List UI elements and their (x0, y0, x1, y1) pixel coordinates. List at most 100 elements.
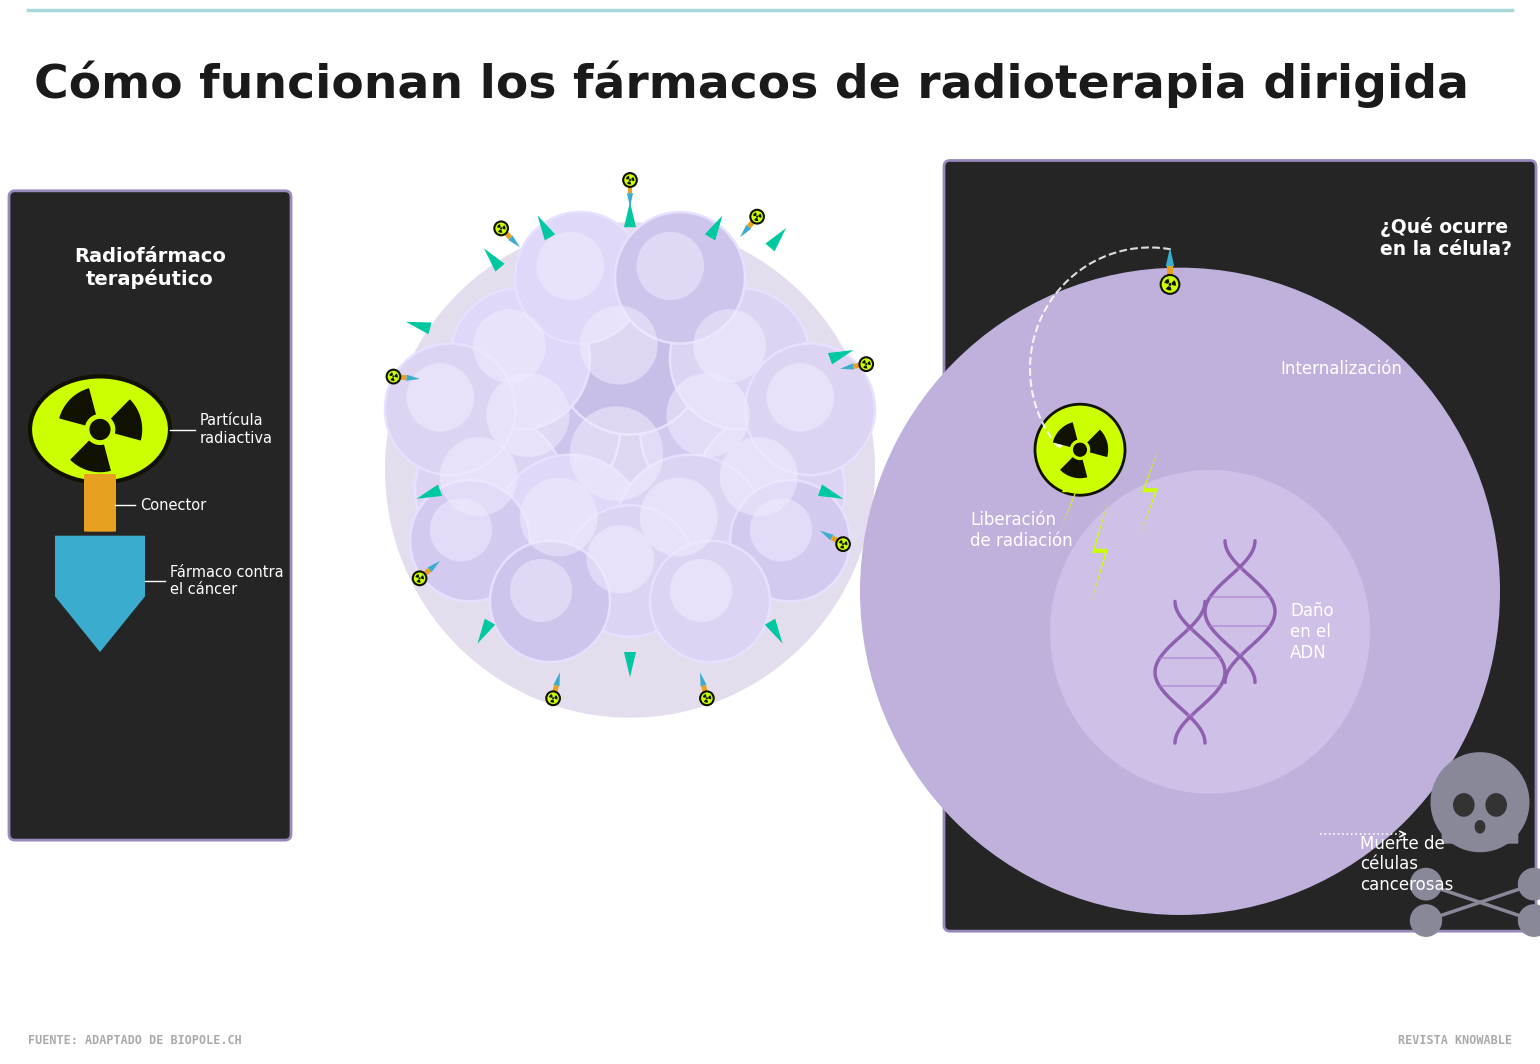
Polygon shape (862, 360, 865, 364)
Text: Se une selectivamente a las
células cancerosas: Se une selectivamente a las células canc… (513, 916, 747, 954)
Polygon shape (407, 321, 431, 334)
Circle shape (1161, 275, 1180, 294)
Polygon shape (416, 484, 442, 499)
Circle shape (636, 232, 704, 300)
Polygon shape (484, 248, 505, 271)
Circle shape (521, 478, 598, 556)
Polygon shape (551, 672, 561, 687)
Polygon shape (625, 194, 634, 207)
FancyBboxPatch shape (1441, 811, 1518, 844)
Circle shape (750, 498, 812, 562)
Circle shape (541, 379, 721, 561)
Circle shape (570, 406, 664, 501)
Circle shape (419, 578, 420, 580)
Circle shape (1073, 443, 1087, 456)
Circle shape (89, 419, 111, 440)
Polygon shape (407, 372, 420, 383)
Circle shape (730, 480, 850, 601)
Circle shape (554, 283, 705, 434)
Polygon shape (111, 399, 142, 440)
Polygon shape (741, 223, 753, 237)
Circle shape (565, 505, 695, 637)
Text: Muerte de
células
cancerosas: Muerte de células cancerosas (1360, 834, 1454, 894)
Polygon shape (625, 176, 630, 180)
Polygon shape (1163, 248, 1177, 266)
Circle shape (859, 268, 1500, 915)
Circle shape (756, 216, 758, 218)
Polygon shape (705, 215, 722, 240)
Text: Radiofármaco
terapéutico: Radiofármaco terapéutico (74, 247, 226, 288)
Circle shape (450, 288, 590, 430)
Polygon shape (1140, 445, 1160, 535)
Text: Liberación
de radiación: Liberación de radiación (970, 511, 1073, 550)
Circle shape (670, 288, 810, 430)
Polygon shape (427, 561, 440, 573)
Polygon shape (537, 215, 556, 240)
Circle shape (510, 559, 573, 622)
Polygon shape (839, 362, 855, 371)
Circle shape (842, 543, 844, 545)
Circle shape (667, 372, 750, 458)
Circle shape (1050, 470, 1371, 794)
Polygon shape (864, 365, 867, 368)
FancyBboxPatch shape (85, 473, 116, 532)
Polygon shape (755, 218, 758, 221)
Polygon shape (627, 181, 631, 184)
Circle shape (385, 344, 514, 475)
Circle shape (413, 571, 427, 585)
Polygon shape (477, 618, 496, 644)
Polygon shape (624, 202, 636, 228)
Polygon shape (497, 225, 500, 228)
Circle shape (1169, 283, 1172, 286)
Polygon shape (829, 350, 853, 364)
Circle shape (670, 559, 732, 622)
Polygon shape (420, 576, 424, 580)
Circle shape (460, 349, 621, 511)
Polygon shape (394, 373, 397, 378)
Circle shape (547, 692, 561, 705)
Circle shape (767, 363, 835, 432)
Polygon shape (504, 232, 513, 239)
Polygon shape (699, 672, 708, 687)
Polygon shape (548, 694, 553, 698)
Circle shape (745, 344, 875, 475)
Polygon shape (819, 531, 835, 542)
Circle shape (587, 525, 654, 594)
Polygon shape (844, 541, 847, 545)
Circle shape (859, 358, 873, 371)
Polygon shape (702, 694, 707, 698)
Polygon shape (1053, 422, 1078, 447)
Polygon shape (708, 695, 711, 699)
Circle shape (430, 498, 493, 562)
Circle shape (639, 478, 718, 556)
Circle shape (385, 222, 875, 718)
Circle shape (487, 372, 570, 458)
FancyBboxPatch shape (9, 190, 291, 841)
Polygon shape (1090, 495, 1110, 606)
Polygon shape (550, 699, 554, 702)
Polygon shape (1087, 430, 1109, 458)
Polygon shape (554, 695, 557, 699)
Polygon shape (1164, 279, 1169, 284)
Text: Conector: Conector (140, 498, 206, 513)
Polygon shape (839, 545, 844, 549)
Polygon shape (627, 187, 633, 194)
Circle shape (641, 349, 799, 511)
Text: ¿Qué ocurre
en la célula?: ¿Qué ocurre en la célula? (1380, 217, 1512, 260)
Text: FUENTE: ADAPTADO DE BIOPOLE.CH: FUENTE: ADAPTADO DE BIOPOLE.CH (28, 1033, 242, 1047)
Polygon shape (704, 699, 708, 702)
Polygon shape (853, 363, 859, 369)
Polygon shape (497, 230, 502, 233)
Polygon shape (390, 372, 393, 377)
Circle shape (1035, 404, 1126, 495)
Circle shape (750, 210, 764, 223)
Polygon shape (507, 234, 521, 248)
Text: Daño
en el
ADN: Daño en el ADN (1291, 602, 1334, 662)
Polygon shape (765, 228, 785, 251)
Polygon shape (753, 213, 756, 216)
Circle shape (514, 212, 645, 344)
Polygon shape (55, 535, 145, 652)
Circle shape (500, 228, 502, 230)
Text: Células cancerosas: Células cancerosas (547, 152, 713, 170)
Text: Fármaco contra
el cáncer: Fármaco contra el cáncer (169, 565, 283, 597)
